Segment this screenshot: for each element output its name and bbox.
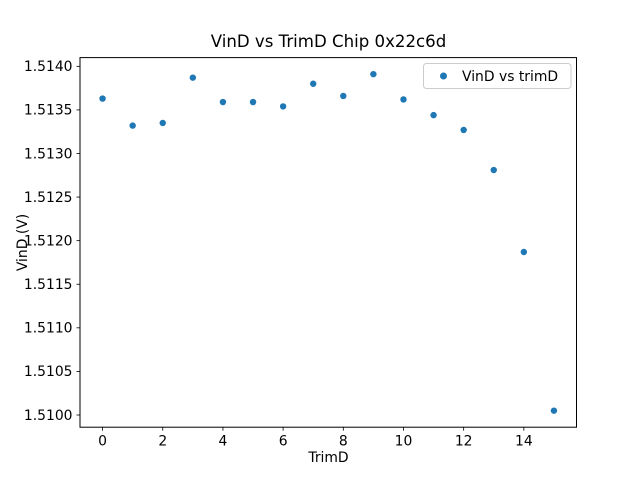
- data-point: [430, 111, 437, 119]
- y-tick-label: 1.5100: [24, 408, 73, 424]
- y-tick-label: 1.5115: [24, 277, 73, 293]
- data-point: [340, 92, 347, 100]
- data-point: [219, 98, 227, 106]
- data-point: [370, 70, 377, 78]
- data-point: [400, 96, 407, 103]
- legend-label: VinD vs trimD: [462, 69, 558, 85]
- data-point: [129, 122, 136, 129]
- data-point: [189, 74, 197, 81]
- y-tick-label: 1.5130: [24, 146, 73, 162]
- data-points: [99, 70, 558, 414]
- x-tick-label: 2: [158, 434, 167, 450]
- legend: VinD vs trimD: [423, 63, 572, 89]
- y-tick-label: 1.5140: [24, 59, 73, 75]
- x-tick-label: 8: [339, 434, 348, 450]
- data-point: [99, 95, 106, 102]
- data-point: [490, 166, 497, 174]
- y-tick-label: 1.5135: [24, 103, 73, 119]
- chart-title: VinD vs TrimD Chip 0x22c6d: [211, 32, 446, 51]
- x-tick-label: 12: [455, 434, 473, 450]
- x-axis-label: TrimD: [307, 450, 348, 466]
- data-point: [310, 80, 317, 87]
- data-point: [520, 248, 528, 256]
- data-point: [249, 98, 257, 106]
- x-tick-label: 10: [395, 434, 413, 450]
- data-point: [159, 119, 166, 127]
- y-axis-ticks: 1.5100 1.5105 1.5110 1.5115 1.5120 1.5125 1.51…: [24, 59, 80, 424]
- x-tick-label: 4: [219, 434, 228, 450]
- y-tick-label: 1.5110: [24, 321, 73, 337]
- data-point: [460, 126, 467, 134]
- legend-box: [423, 63, 572, 89]
- data-point: [279, 103, 287, 110]
- legend-marker-icon: [440, 72, 447, 80]
- y-tick-label: 1.5120: [24, 233, 73, 249]
- x-tick-label: 14: [515, 434, 533, 450]
- data-point: [550, 407, 558, 414]
- y-tick-label: 1.5125: [24, 190, 73, 206]
- x-axis-ticks: 0 2 4 6 8 10 12 14: [98, 427, 533, 450]
- axes-frame: [79, 57, 577, 428]
- y-tick-label: 1.5105: [24, 364, 73, 380]
- x-tick-label: 6: [279, 434, 288, 450]
- y-axis-label: VinD (V): [15, 214, 31, 271]
- x-tick-label: 0: [98, 434, 107, 450]
